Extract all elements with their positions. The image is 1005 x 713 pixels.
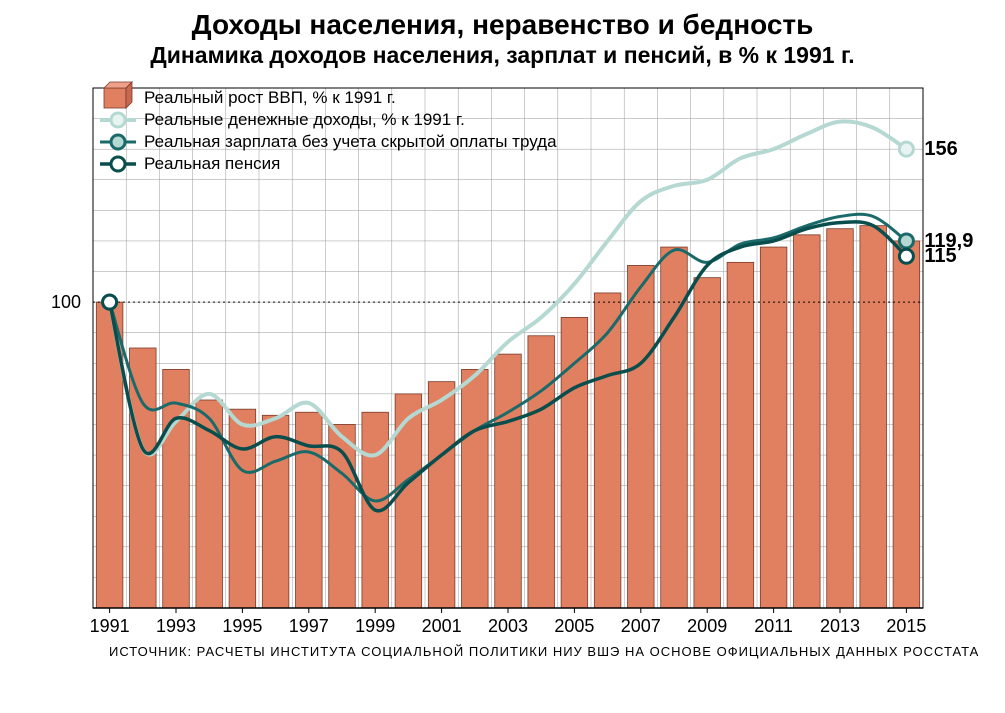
- gdp-bar: [893, 241, 920, 608]
- y-tick-100: 100: [50, 292, 80, 312]
- x-tick-label: 1995: [222, 616, 262, 636]
- gdp-bar: [527, 336, 554, 608]
- legend-label: Реальный рост ВВП, % к 1991 г.: [144, 88, 396, 107]
- x-tick-label: 1991: [89, 616, 129, 636]
- marker-end-pension: [899, 249, 913, 263]
- gdp-bar: [793, 235, 820, 608]
- x-tick-label: 2015: [886, 616, 926, 636]
- gdp-bar: [627, 266, 654, 609]
- gdp-bar: [561, 318, 588, 609]
- marker-start-pension: [102, 295, 116, 309]
- legend-label: Реальные денежные доходы, % к 1991 г.: [144, 110, 465, 129]
- gdp-bar: [859, 226, 886, 608]
- legend-label: Реальная зарплата без учета скрытой опла…: [144, 132, 557, 151]
- x-tick-label: 2003: [487, 616, 527, 636]
- x-tick-label: 2005: [554, 616, 594, 636]
- x-tick-label: 1999: [355, 616, 395, 636]
- x-tick-label: 2011: [754, 616, 793, 636]
- legend-row: Реальная зарплата без учета скрытой опла…: [100, 132, 557, 151]
- gdp-bar: [129, 348, 156, 608]
- x-tick-label: 1993: [155, 616, 195, 636]
- gdp-bar: [760, 247, 787, 608]
- gdp-bar: [727, 262, 754, 608]
- marker-end-income: [899, 142, 913, 156]
- gdp-bar: [494, 354, 521, 608]
- source-text: ИСТОЧНИК: РАСЧЕТЫ ИНСТИТУТА СОЦИАЛЬНОЙ П…: [109, 644, 979, 659]
- end-label-income: 156: [924, 138, 957, 160]
- chart-title: Доходы населения, неравенство и бедность: [20, 10, 985, 41]
- chart-svg: 100156119,911519911993199519971999200120…: [23, 78, 983, 663]
- gdp-bar: [826, 229, 853, 608]
- x-tick-label: 1997: [288, 616, 328, 636]
- gdp-bar: [594, 293, 621, 608]
- chart-container: 100156119,911519911993199519971999200120…: [23, 78, 983, 663]
- x-tick-label: 2009: [687, 616, 727, 636]
- legend-label: Реальная пенсия: [144, 154, 280, 173]
- gdp-bar: [693, 278, 720, 608]
- gdp-bar: [461, 370, 488, 609]
- x-tick-label: 2007: [620, 616, 660, 636]
- end-label-pension: 115: [924, 245, 956, 267]
- gdp-bar: [262, 415, 289, 608]
- gdp-bar: [229, 409, 256, 608]
- x-tick-label: 2013: [819, 616, 859, 636]
- marker-end-wage: [899, 234, 913, 248]
- gdp-bar: [428, 382, 455, 608]
- x-tick-label: 2001: [421, 616, 461, 636]
- legend-row: Реальные денежные доходы, % к 1991 г.: [100, 110, 465, 129]
- chart-subtitle: Динамика доходов населения, зарплат и пе…: [20, 43, 985, 68]
